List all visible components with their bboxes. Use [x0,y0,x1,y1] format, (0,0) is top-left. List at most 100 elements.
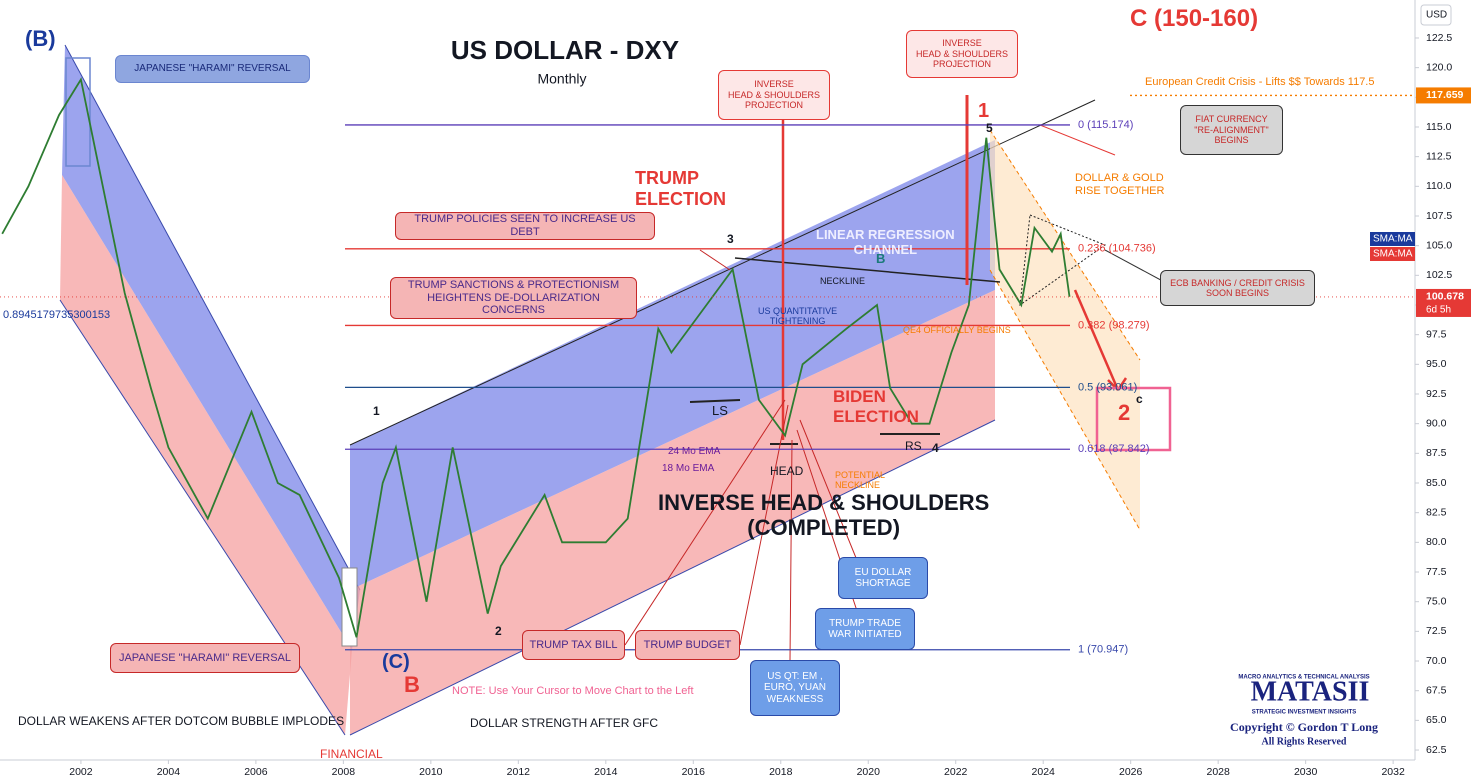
x-tick-label: 2030 [1294,766,1318,778]
annotation: HEAD [770,464,804,478]
y-tick-label: 92.5 [1426,388,1447,400]
regression-channel-upper [350,140,995,590]
indicator-tag: SMA:MA [1373,234,1413,245]
annotation-box: TRUMP TRADE WAR INITIATED [815,608,915,650]
price-tag [1416,288,1471,317]
annotation: RS [905,439,922,453]
fib-label: 1 (70.947) [1078,644,1128,656]
y-tick-label: 82.5 [1426,506,1447,518]
annotation: BIDEN ELECTION [833,387,919,426]
indicator-tag-bg [1370,247,1415,261]
fib-label: 0.236 (104.736) [1078,243,1156,255]
chart-title: US DOLLAR - DXY [451,35,679,65]
annotation: LS [712,403,728,418]
y-tick-label: 77.5 [1426,566,1447,578]
forecast-line [989,269,1141,531]
target-box [1095,386,1172,452]
x-tick-label: 2016 [682,766,706,778]
x-tick-label: 2010 [419,766,443,778]
y-tick-label: 112.5 [1426,150,1452,162]
annotation: TRUMP ELECTION [635,168,727,209]
x-tick-label: 2014 [594,766,618,778]
y-tick-label: 102.5 [1426,269,1452,281]
annotation: INVERSE HEAD & SHOULDERS (COMPLETED) [658,490,990,541]
y-tick-label: 62.5 [1426,744,1447,756]
x-tick-label: 2008 [332,766,356,778]
forecast-line [989,129,1141,361]
annotation: c [1136,392,1143,406]
fib-label: 0.618 (87.842) [1078,443,1150,455]
connector [624,249,866,661]
y-tick-label: 115.0 [1426,121,1452,133]
currency: USD [1426,10,1447,21]
descending-channel-lower [60,175,352,735]
y-tick-label: 72.5 [1426,625,1447,637]
annotation: 1 [373,404,380,418]
annotation: B [404,672,420,697]
y-tick-label: 122.5 [1426,32,1452,44]
y-tick-label: 67.5 [1426,684,1447,696]
annotation: QE4 OFFICIALLY BEGINS [903,325,1011,335]
logo-copyright: Copyright © Gordon T Long [1230,720,1378,734]
annotation: 3 [727,232,734,246]
annotation-box: EU DOLLAR SHORTAGE [838,557,928,599]
annotation: (C) [382,651,410,673]
triangle [1019,214,1107,307]
indicator-tag: SMA:MA [1373,249,1413,260]
x-tick-label: 2012 [507,766,531,778]
y-tick-label: 90.0 [1426,417,1447,429]
x-tick-label: 2002 [69,766,93,778]
annotation: NOTE: Use Your Cursor to Move Chart to t… [452,685,694,697]
forecast-channel [990,130,1140,530]
annotation: 18 Mo EMA [662,463,715,474]
x-tick-label: 2026 [1119,766,1143,778]
annotation-box: FIAT CURRENCY "RE-ALIGNMENT" BEGINS [1180,105,1283,155]
x-tick-label: 2032 [1381,766,1405,778]
y-tick-label: 97.5 [1426,328,1447,340]
logo-box [1213,668,1395,752]
annotation-box: TRUMP TAX BILL [522,630,625,660]
annotation-box: JAPANESE "HARAMI" REVERSAL [115,55,310,83]
annotation: NECKLINE [820,276,866,286]
annotation: DOLLAR & GOLD RISE TOGETHER [1075,172,1165,197]
annotation: 0.8945179735300153 [3,309,111,321]
annotation: C (150-160) [1130,5,1259,32]
x-tick-label: 2028 [1206,766,1230,778]
price-tag [1416,87,1471,104]
y-axis-panel [1415,0,1471,783]
fib-label: 0.5 (93.061) [1078,381,1137,393]
logo-subtitle: STRATEGIC INVESTMENT INSIGHTS [1252,710,1357,716]
annotation: LINEAR REGRESSION CHANNEL [816,227,955,257]
y-tick-label: 80.0 [1426,536,1447,548]
price-line [1,77,1071,638]
x-tick-label: 2022 [944,766,968,778]
y-tick-label: 95.0 [1426,358,1447,370]
annotation: 4 [932,441,939,455]
indicator-tag-bg [1370,232,1415,246]
channel-line [64,44,361,591]
connector [1039,124,1116,156]
y-tick-label: 110.0 [1426,180,1452,192]
annotation-box: TRUMP SANCTIONS & PROTECTIONISM HEIGHTEN… [390,277,637,319]
y-tick-label: 87.5 [1426,447,1447,459]
annotation: DOLLAR WEAKENS AFTER DOTCOM BUBBLE IMPLO… [18,714,345,728]
annotation-box: US QT: EM , EURO, YUAN WEAKNESS [750,660,840,716]
annotation: 2 [495,624,502,638]
x-tick-label: 2006 [244,766,268,778]
annotation-box: INVERSE HEAD & SHOULDERS PROJECTION [906,30,1018,78]
annotation-box: ECB BANKING / CREDIT CRISIS SOON BEGINS [1160,270,1315,306]
plot: 0 (115.174) 0.236 (104.736) 0.382 (98.279)… [0,77,1415,656]
logo-rights: All Rights Reserved [1262,736,1347,747]
y-tick-label: 65.0 [1426,714,1447,726]
logo-tagline: MACRO ANALYTICS & TECHNICAL ANALYSIS [1238,675,1369,681]
fib-label: 0.382 (98.279) [1078,319,1150,331]
y-tick-label: 107.5 [1426,210,1452,222]
harami-box [65,57,91,167]
descending-channel-upper [62,45,360,650]
y-tick-label: 70.0 [1426,655,1447,667]
y-tick-label: 120.0 [1426,61,1452,73]
annotation-box: INVERSE HEAD & SHOULDERS PROJECTION [718,70,830,120]
currency-box[interactable] [1420,4,1452,26]
